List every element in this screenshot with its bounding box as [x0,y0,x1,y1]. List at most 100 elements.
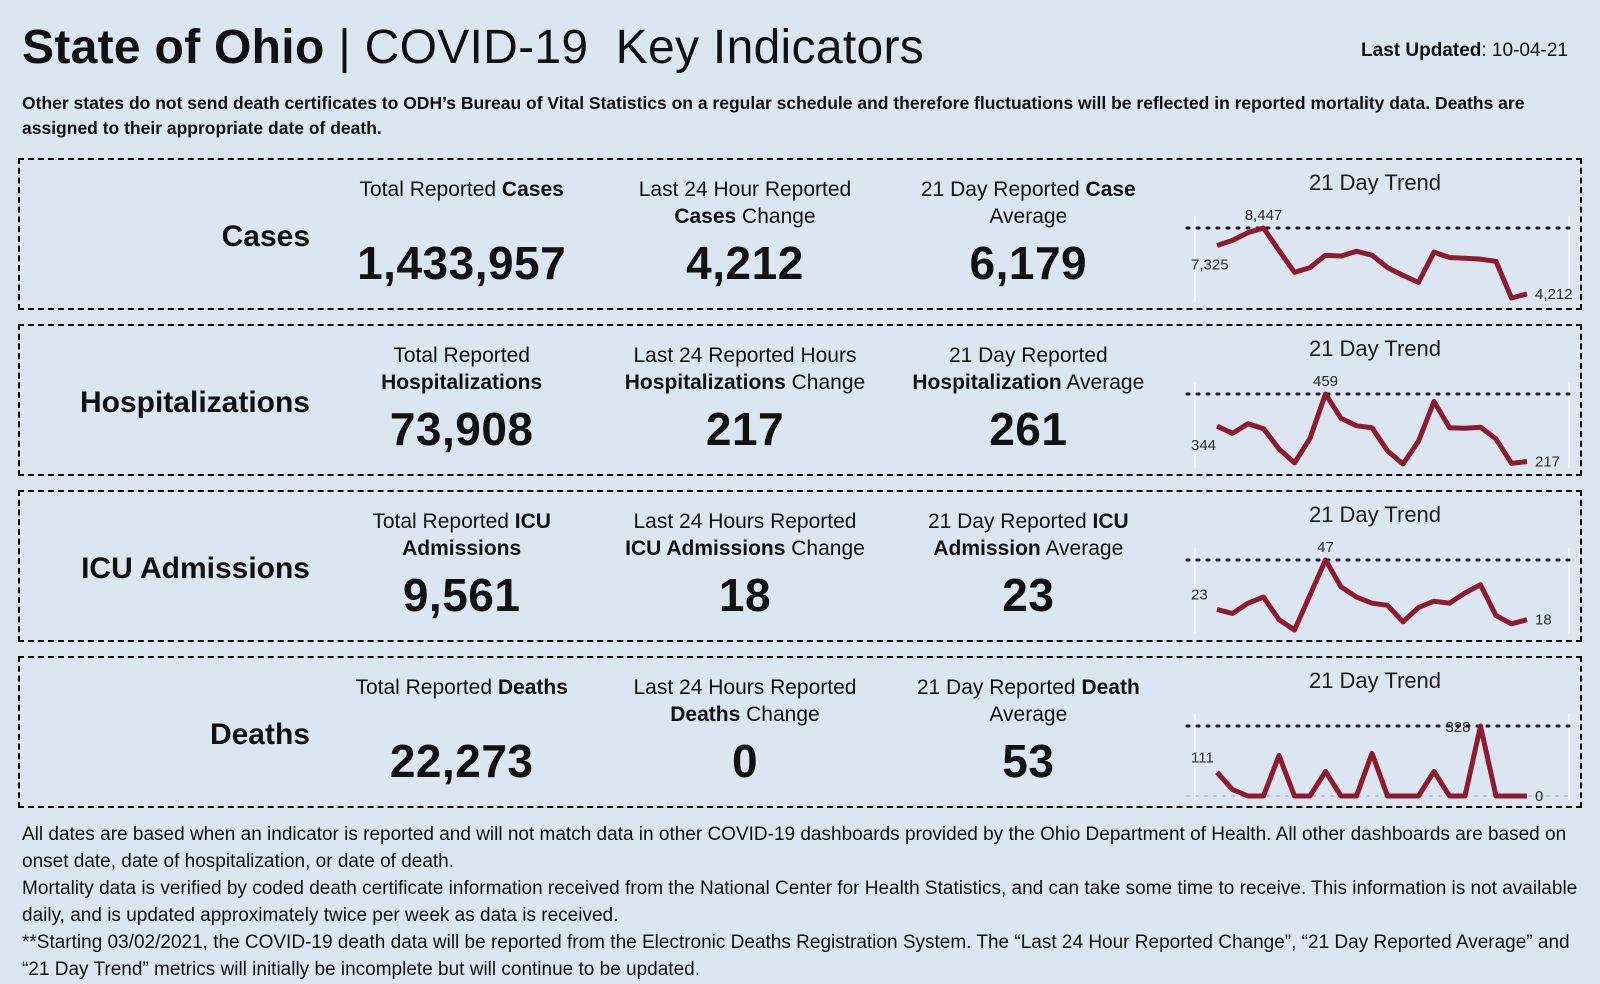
svg-text:328: 328 [1445,719,1470,736]
stat-title-segment: Total Reported [359,177,502,201]
svg-text:0: 0 [1535,788,1543,805]
stat-title: Total Reported Hospitalizations [381,342,542,400]
svg-text:7,325: 7,325 [1191,256,1229,273]
stat-title-segment: ICU [514,509,551,533]
icu-admissions-21-day-trend: 23 47 18 [1185,539,1571,634]
stat-title-segment: Cases [674,205,737,229]
trend-cell: 21 Day Trend 111 328 0 [1170,658,1580,812]
stat-title-segment: Death [1081,675,1140,699]
stat-value: 6,179 [969,236,1088,289]
stat-title-segment: Admissions [402,537,522,561]
stat-value: 23 [1002,568,1055,621]
stat-hospitalizations-1: Last 24 Reported Hours Hospitalizations … [603,326,886,480]
trend-title: 21 Day Trend [1308,335,1442,361]
stat-value: 9,561 [402,568,521,621]
trend-title: 21 Day Trend [1308,169,1442,195]
stat-hospitalizations-2: 21 Day Reported Hospitalization Average 2… [887,326,1170,480]
row-label-hospitalizations: Hospitalizations [79,385,310,419]
stat-title-segment: Case [1085,177,1136,201]
stat-title-segment: Total Reported [393,343,530,367]
page-title: State of Ohio | COVID-19 Key Indicators [22,20,924,75]
stat-value: 73,908 [389,402,534,455]
stat-title: Last 24 Reported Hours Hospitalizations … [625,342,865,400]
trend-cell: 21 Day Trend 7,325 8,447 4,212 [1170,160,1580,314]
stat-title-segment: 21 Day Reported [927,509,1093,533]
stat-icu-admissions-0: Total Reported ICU Admissions 9,561 [320,492,603,646]
indicator-row-hospitalizations: Hospitalizations Total Reported Hospitali… [18,323,1582,476]
stat-title-segment: Deaths [670,703,741,727]
stat-deaths-0: Total Reported Deaths 22,273 [320,658,603,812]
stat-title-segment: 21 Day Reported [916,675,1082,699]
svg-text:18: 18 [1535,611,1552,628]
stat-title-segment: Cases [501,177,564,201]
stat-title-segment: Admission [933,537,1041,561]
stat-title-segment: Last 24 Hours Reported [633,509,857,533]
last-updated: Last Updated: 10-04-21 [1361,20,1578,62]
stat-cases-2: 21 Day Reported Case Average 6,179 [887,160,1170,314]
svg-text:459: 459 [1313,373,1338,390]
stat-title-segment: Change [785,537,865,561]
stat-title: 21 Day Reported ICU Admission Average [928,508,1129,566]
stat-hospitalizations-0: Total Reported Hospitalizations 73,908 [320,326,603,480]
last-updated-label: Last Updated [1361,40,1482,61]
stat-value: 18 [718,568,772,621]
indicator-row-cases: Cases Total Reported Cases 1,433,957 Last 2… [18,157,1582,310]
stat-title-segment: Change [740,703,820,727]
stat-title-segment: Total Reported [372,509,515,533]
stat-title-segment: Average [1061,371,1145,395]
footer: All dates are based when an indicator is… [22,822,1578,984]
hospitalizations-21-day-trend: 344 459 217 [1185,373,1571,470]
svg-text:4,212: 4,212 [1535,286,1573,303]
row-label-deaths: Deaths [209,717,310,751]
stat-title-segment: Average [1040,537,1124,561]
stat-icu-admissions-1: Last 24 Hours Reported ICU Admissions Ch… [603,492,886,646]
page-title-brand: State of Ohio [22,21,325,74]
stat-title: Last 24 Hour Reported Cases Change [639,176,851,234]
stat-value: 217 [705,402,785,455]
stat-title-segment: Average [989,703,1068,727]
svg-text:8,447: 8,447 [1245,207,1283,224]
footer-note-mortality: Mortality data is verified by coded deat… [22,877,1578,926]
stat-title-segment: Change [736,205,816,229]
stat-title-segment: Hospitalization [912,371,1062,395]
svg-text:47: 47 [1317,539,1334,556]
stat-cases-0: Total Reported Cases 1,433,957 [320,160,603,314]
stat-title-segment: Hospitalizations [624,371,786,395]
footer-note-edrs: **Starting 03/02/2021, the COVID-19 deat… [22,931,1570,980]
stat-title: Last 24 Hours Reported Deaths Change [634,674,857,732]
trend-cell: 21 Day Trend 23 47 18 [1170,492,1580,646]
stat-icu-admissions-2: 21 Day Reported ICU Admission Average 23 [887,492,1170,646]
trend-cell: 21 Day Trend 344 459 217 [1170,326,1580,480]
stat-title-segment: ICU Admissions [625,537,786,561]
svg-text:111: 111 [1191,749,1214,766]
stat-title-segment: ICU [1092,509,1129,533]
row-label-icu-admissions: ICU Admissions [81,551,310,585]
svg-text:23: 23 [1191,586,1208,603]
stat-value: 53 [1002,734,1055,787]
footer-note-dates: All dates are based when an indicator is… [22,823,1567,872]
stat-title: Total Reported Deaths [355,674,567,732]
stat-title-segment: Total Reported [355,675,498,699]
stat-value: 4,212 [686,236,804,289]
stat-title-segment: Last 24 Hours Reported [633,675,857,699]
stat-cases-1: Last 24 Hour Reported Cases Change 4,212 [603,160,886,314]
stat-title: Total Reported Cases [360,176,564,234]
indicator-row-deaths: Deaths Total Reported Deaths 22,273 Last 24… [18,655,1582,808]
cases-21-day-trend: 7,325 8,447 4,212 [1185,207,1573,303]
stat-title-segment: 21 Day Reported [920,177,1086,201]
stat-title-segment: Deaths [497,675,568,699]
stat-title: Total Reported ICU Admissions [372,508,551,566]
stat-title-segment: Last 24 Reported Hours [633,343,857,367]
page-title-subject: COVID-19 Key Indicators [364,21,925,74]
stat-deaths-2: 21 Day Reported Death Average 53 [887,658,1170,812]
stat-value: 1,433,957 [357,236,567,289]
svg-text:217: 217 [1535,453,1560,470]
row-label-cases: Cases [221,219,310,253]
stat-title: 21 Day Reported Death Average [917,674,1140,732]
stat-value: 261 [989,402,1068,455]
trend-title: 21 Day Trend [1308,501,1442,527]
last-updated-value: : 10-04-21 [1481,40,1568,61]
stat-title-segment: Hospitalizations [381,371,543,395]
svg-text:344: 344 [1191,437,1216,454]
deaths-21-day-trend: 111 328 0 [1185,713,1571,805]
